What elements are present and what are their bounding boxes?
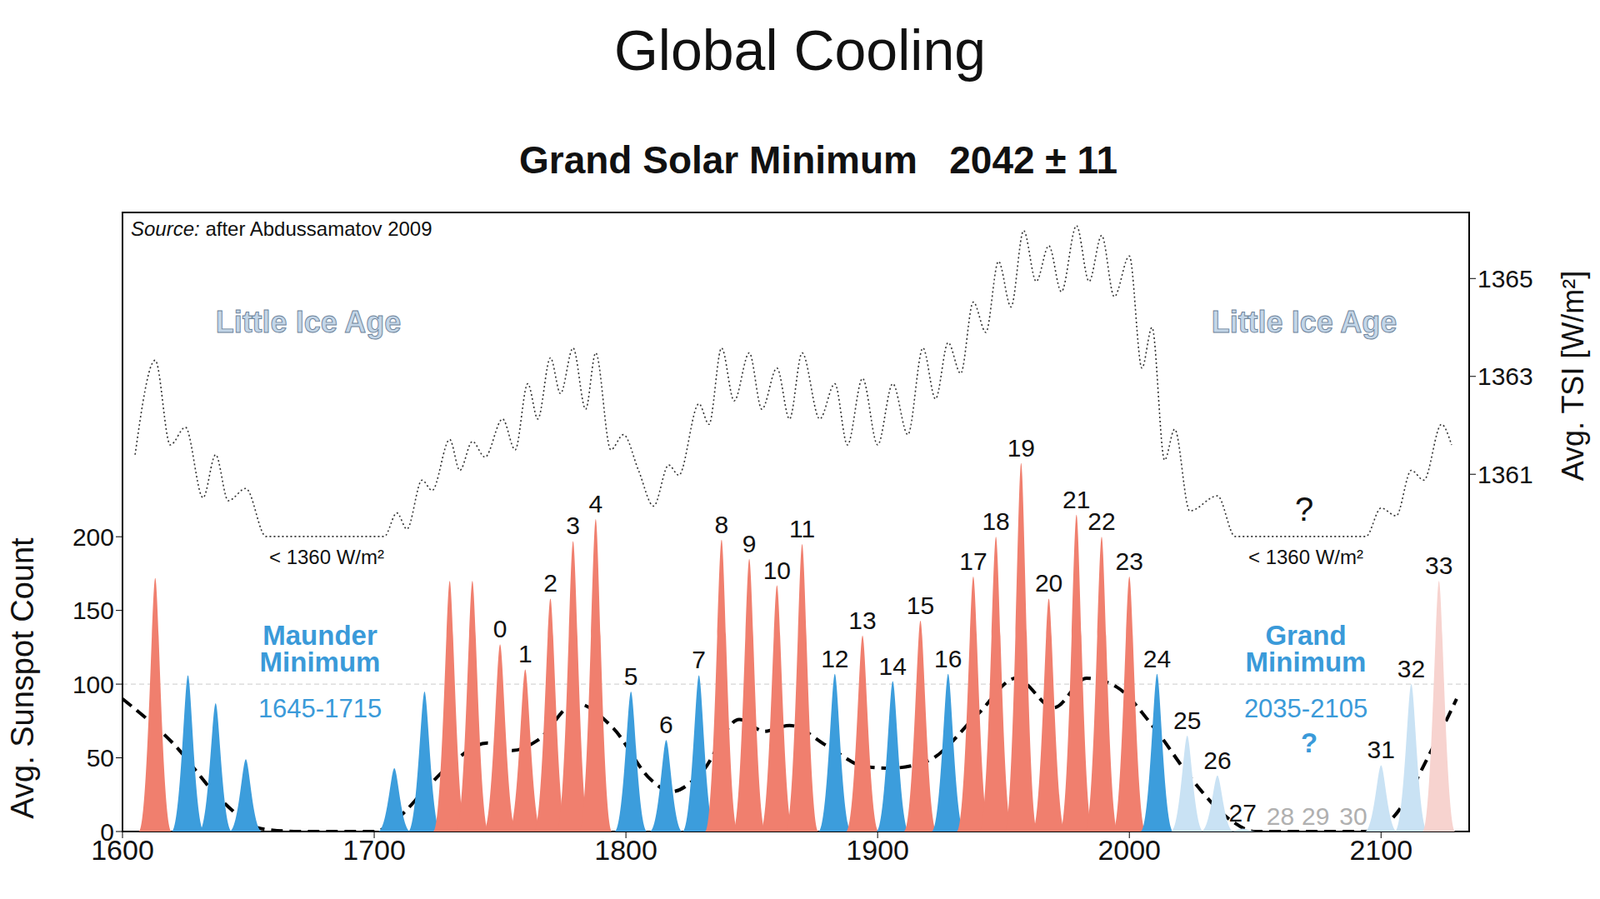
svg-text:5: 5 xyxy=(624,662,639,690)
svg-text:100: 100 xyxy=(72,670,115,699)
svg-text:28: 28 xyxy=(1266,802,1295,830)
svg-text:Avg. TSI [W/m²]: Avg. TSI [W/m²] xyxy=(1555,270,1590,482)
svg-text:1365: 1365 xyxy=(1477,265,1534,293)
svg-text:14: 14 xyxy=(879,652,907,680)
svg-text:10: 10 xyxy=(763,556,791,585)
svg-text:19: 19 xyxy=(1007,434,1035,462)
svg-text:7: 7 xyxy=(691,645,706,674)
svg-text:2035-2105: 2035-2105 xyxy=(1244,694,1368,724)
svg-text:?: ? xyxy=(1295,490,1314,528)
svg-text:Source: after Abdussamatov 200: Source: after Abdussamatov 2009 xyxy=(130,217,433,240)
svg-text:15: 15 xyxy=(906,591,935,620)
svg-text:50: 50 xyxy=(86,744,115,772)
svg-text:32: 32 xyxy=(1397,655,1425,683)
svg-text:8: 8 xyxy=(715,510,730,539)
svg-text:1700: 1700 xyxy=(342,834,406,866)
svg-text:Little Ice Age: Little Ice Age xyxy=(215,305,402,340)
svg-text:33: 33 xyxy=(1425,551,1453,580)
svg-text:MaunderMinimum: MaunderMinimum xyxy=(260,620,381,678)
svg-text:2: 2 xyxy=(543,569,558,597)
svg-text:12: 12 xyxy=(820,645,849,673)
svg-text:31: 31 xyxy=(1367,735,1395,764)
svg-text:13: 13 xyxy=(848,606,876,635)
svg-text:?: ? xyxy=(1300,727,1318,759)
svg-text:0: 0 xyxy=(493,615,508,643)
svg-text:30: 30 xyxy=(1339,802,1367,830)
svg-text:1: 1 xyxy=(518,640,533,668)
svg-text:< 1360 W/m²: < 1360 W/m² xyxy=(1248,545,1364,569)
svg-text:GrandMinimum: GrandMinimum xyxy=(1245,620,1367,678)
svg-text:1363: 1363 xyxy=(1477,362,1534,390)
svg-text:23: 23 xyxy=(1115,547,1144,575)
svg-text:1645-1715: 1645-1715 xyxy=(258,694,382,724)
svg-text:24: 24 xyxy=(1143,645,1171,673)
svg-text:21: 21 xyxy=(1062,485,1090,514)
svg-text:27: 27 xyxy=(1228,799,1256,827)
svg-text:2100: 2100 xyxy=(1349,834,1413,866)
svg-text:0: 0 xyxy=(100,818,115,846)
html-text:Grand Solar Minimum 2042 ± 11: Grand Solar Minimum 2042 ± 11 xyxy=(519,138,1118,182)
svg-text:17: 17 xyxy=(959,547,987,575)
svg-text:11: 11 xyxy=(789,515,815,543)
svg-text:6: 6 xyxy=(659,710,674,739)
svg-text:16: 16 xyxy=(934,645,962,673)
svg-text:2000: 2000 xyxy=(1097,834,1161,866)
svg-text:1361: 1361 xyxy=(1477,460,1534,489)
svg-text:20: 20 xyxy=(1035,569,1063,597)
svg-text:9: 9 xyxy=(742,530,757,558)
svg-text:29: 29 xyxy=(1301,802,1330,830)
svg-text:25: 25 xyxy=(1173,706,1201,735)
svg-text:< 1360 W/m²: < 1360 W/m² xyxy=(269,545,385,569)
svg-text:Little Ice Age: Little Ice Age xyxy=(1211,305,1398,340)
svg-text:26: 26 xyxy=(1203,746,1231,775)
svg-text:Avg. Sunspot Count: Avg. Sunspot Count xyxy=(5,537,40,820)
svg-text:1800: 1800 xyxy=(594,834,658,866)
svg-text:1600: 1600 xyxy=(91,834,154,866)
svg-text:3: 3 xyxy=(565,511,580,540)
svg-text:18: 18 xyxy=(981,507,1010,535)
svg-text:200: 200 xyxy=(72,523,115,551)
svg-text:1900: 1900 xyxy=(845,834,910,866)
html-text:Global Cooling: Global Cooling xyxy=(614,18,986,82)
svg-text:22: 22 xyxy=(1087,507,1115,535)
svg-text:150: 150 xyxy=(72,596,115,625)
svg-text:4: 4 xyxy=(589,490,604,518)
